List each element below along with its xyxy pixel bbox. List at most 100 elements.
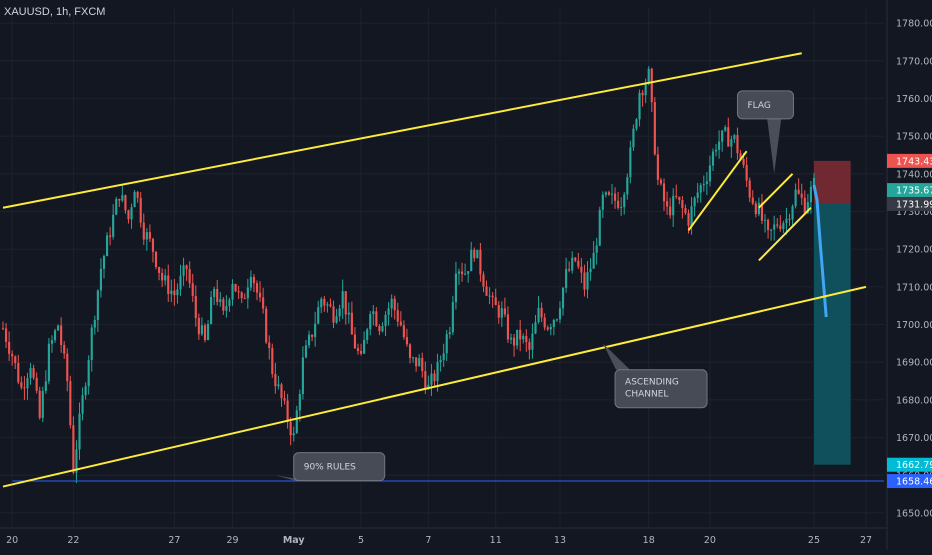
candle-body [402, 325, 405, 338]
candle-body [773, 224, 776, 230]
position-tool[interactable] [813, 160, 851, 465]
candle-body [258, 292, 262, 298]
trendline [758, 173, 794, 209]
candle-body [690, 206, 693, 226]
candle-body [35, 377, 38, 391]
price-axis[interactable]: 1780.00 1770.00 1760.00 1750.00 1740.00 1730.… [886, 0, 932, 550]
candle-body [332, 306, 335, 323]
y-tick-label: 1730.00 [896, 207, 932, 218]
candle-body [543, 317, 546, 328]
candle-body [641, 92, 644, 96]
candle-body [57, 325, 60, 331]
candle-body [375, 311, 378, 326]
y-tick-label: 1770.00 [896, 56, 932, 67]
candle-body [806, 202, 809, 213]
candle-body [323, 298, 326, 306]
candle-body [366, 329, 369, 340]
x-tick-label: 11 [490, 535, 502, 546]
candle-body [470, 249, 473, 272]
x-tick-label: 29 [226, 535, 238, 546]
candle-body [448, 332, 451, 335]
candle-body [669, 206, 672, 216]
candle-body [102, 256, 106, 269]
candle-body [638, 92, 641, 120]
candle-body [460, 271, 464, 275]
candle-body [534, 322, 537, 334]
candle-body [479, 249, 482, 275]
candle-body [216, 288, 219, 302]
candle-body [112, 214, 115, 237]
candle-body [754, 203, 757, 215]
candle-body [20, 382, 23, 388]
price-label-bg [887, 183, 932, 198]
symbol-title: XAUUSD, 1h, FXCM [4, 6, 106, 18]
candle-body [592, 252, 595, 269]
candle-body [347, 312, 350, 315]
x-tick-label: 20 [6, 535, 18, 546]
candle-body [405, 337, 409, 345]
candle-body [433, 373, 436, 382]
candle-body [133, 191, 136, 208]
candle-body [60, 325, 63, 346]
candle-body [307, 334, 311, 346]
candle-body [595, 245, 598, 253]
candle-body [277, 384, 280, 387]
candle-body [109, 235, 112, 237]
callout-tail [767, 118, 782, 174]
candle-body [188, 269, 191, 284]
candle-body [320, 298, 323, 308]
candle-body [693, 197, 696, 207]
candle-body [454, 273, 457, 303]
candle-body [286, 400, 289, 422]
candle-body [301, 357, 304, 395]
candle-body [344, 291, 347, 315]
candle-body [252, 276, 256, 284]
candle-body [44, 381, 47, 391]
candle-body [384, 314, 387, 327]
candle-body [298, 394, 301, 411]
candle-body [656, 154, 659, 180]
y-tick-label: 1680.00 [896, 395, 932, 406]
candle-body [304, 345, 308, 358]
candle-body [528, 342, 531, 350]
candle-body [317, 307, 320, 324]
candle-body [81, 395, 84, 414]
candle-body [718, 141, 721, 150]
candle-body [50, 340, 54, 344]
candle-body [75, 449, 78, 473]
trendline [2, 52, 802, 209]
candle-body [84, 386, 87, 396]
candle-body [240, 292, 243, 299]
candle-body [430, 373, 433, 385]
price-label: 1743.43 [896, 156, 932, 167]
x-tick-label: May [283, 535, 306, 546]
candle-body [63, 345, 66, 354]
drawings[interactable] [2, 52, 884, 488]
candle-body [66, 353, 69, 382]
candle-body [234, 284, 237, 292]
candle-body [797, 189, 800, 194]
candle-body [809, 186, 812, 203]
candle-body [17, 363, 20, 383]
candle-body [118, 198, 121, 201]
candle-body [353, 334, 357, 349]
candle-body [130, 207, 133, 220]
candle-body [574, 257, 577, 261]
candle-body [378, 325, 381, 332]
price-label-bg [887, 153, 932, 168]
candle-body [148, 232, 151, 239]
candle-body [271, 347, 274, 374]
candle-body [601, 194, 604, 210]
callouts[interactable]: FLAG ASCENDING CHANNEL 90% RULES [275, 90, 794, 482]
candle-body [522, 335, 525, 340]
candle-body [219, 299, 222, 302]
candle-body [678, 196, 681, 201]
candle-body [730, 139, 733, 147]
candle-body [613, 193, 617, 201]
time-axis[interactable]: 20 22 27 29 May 5 7 11 13 18 20 25 27 [0, 527, 887, 546]
candle-body [791, 206, 794, 220]
candle-body [338, 308, 341, 317]
candle-body [381, 326, 384, 332]
